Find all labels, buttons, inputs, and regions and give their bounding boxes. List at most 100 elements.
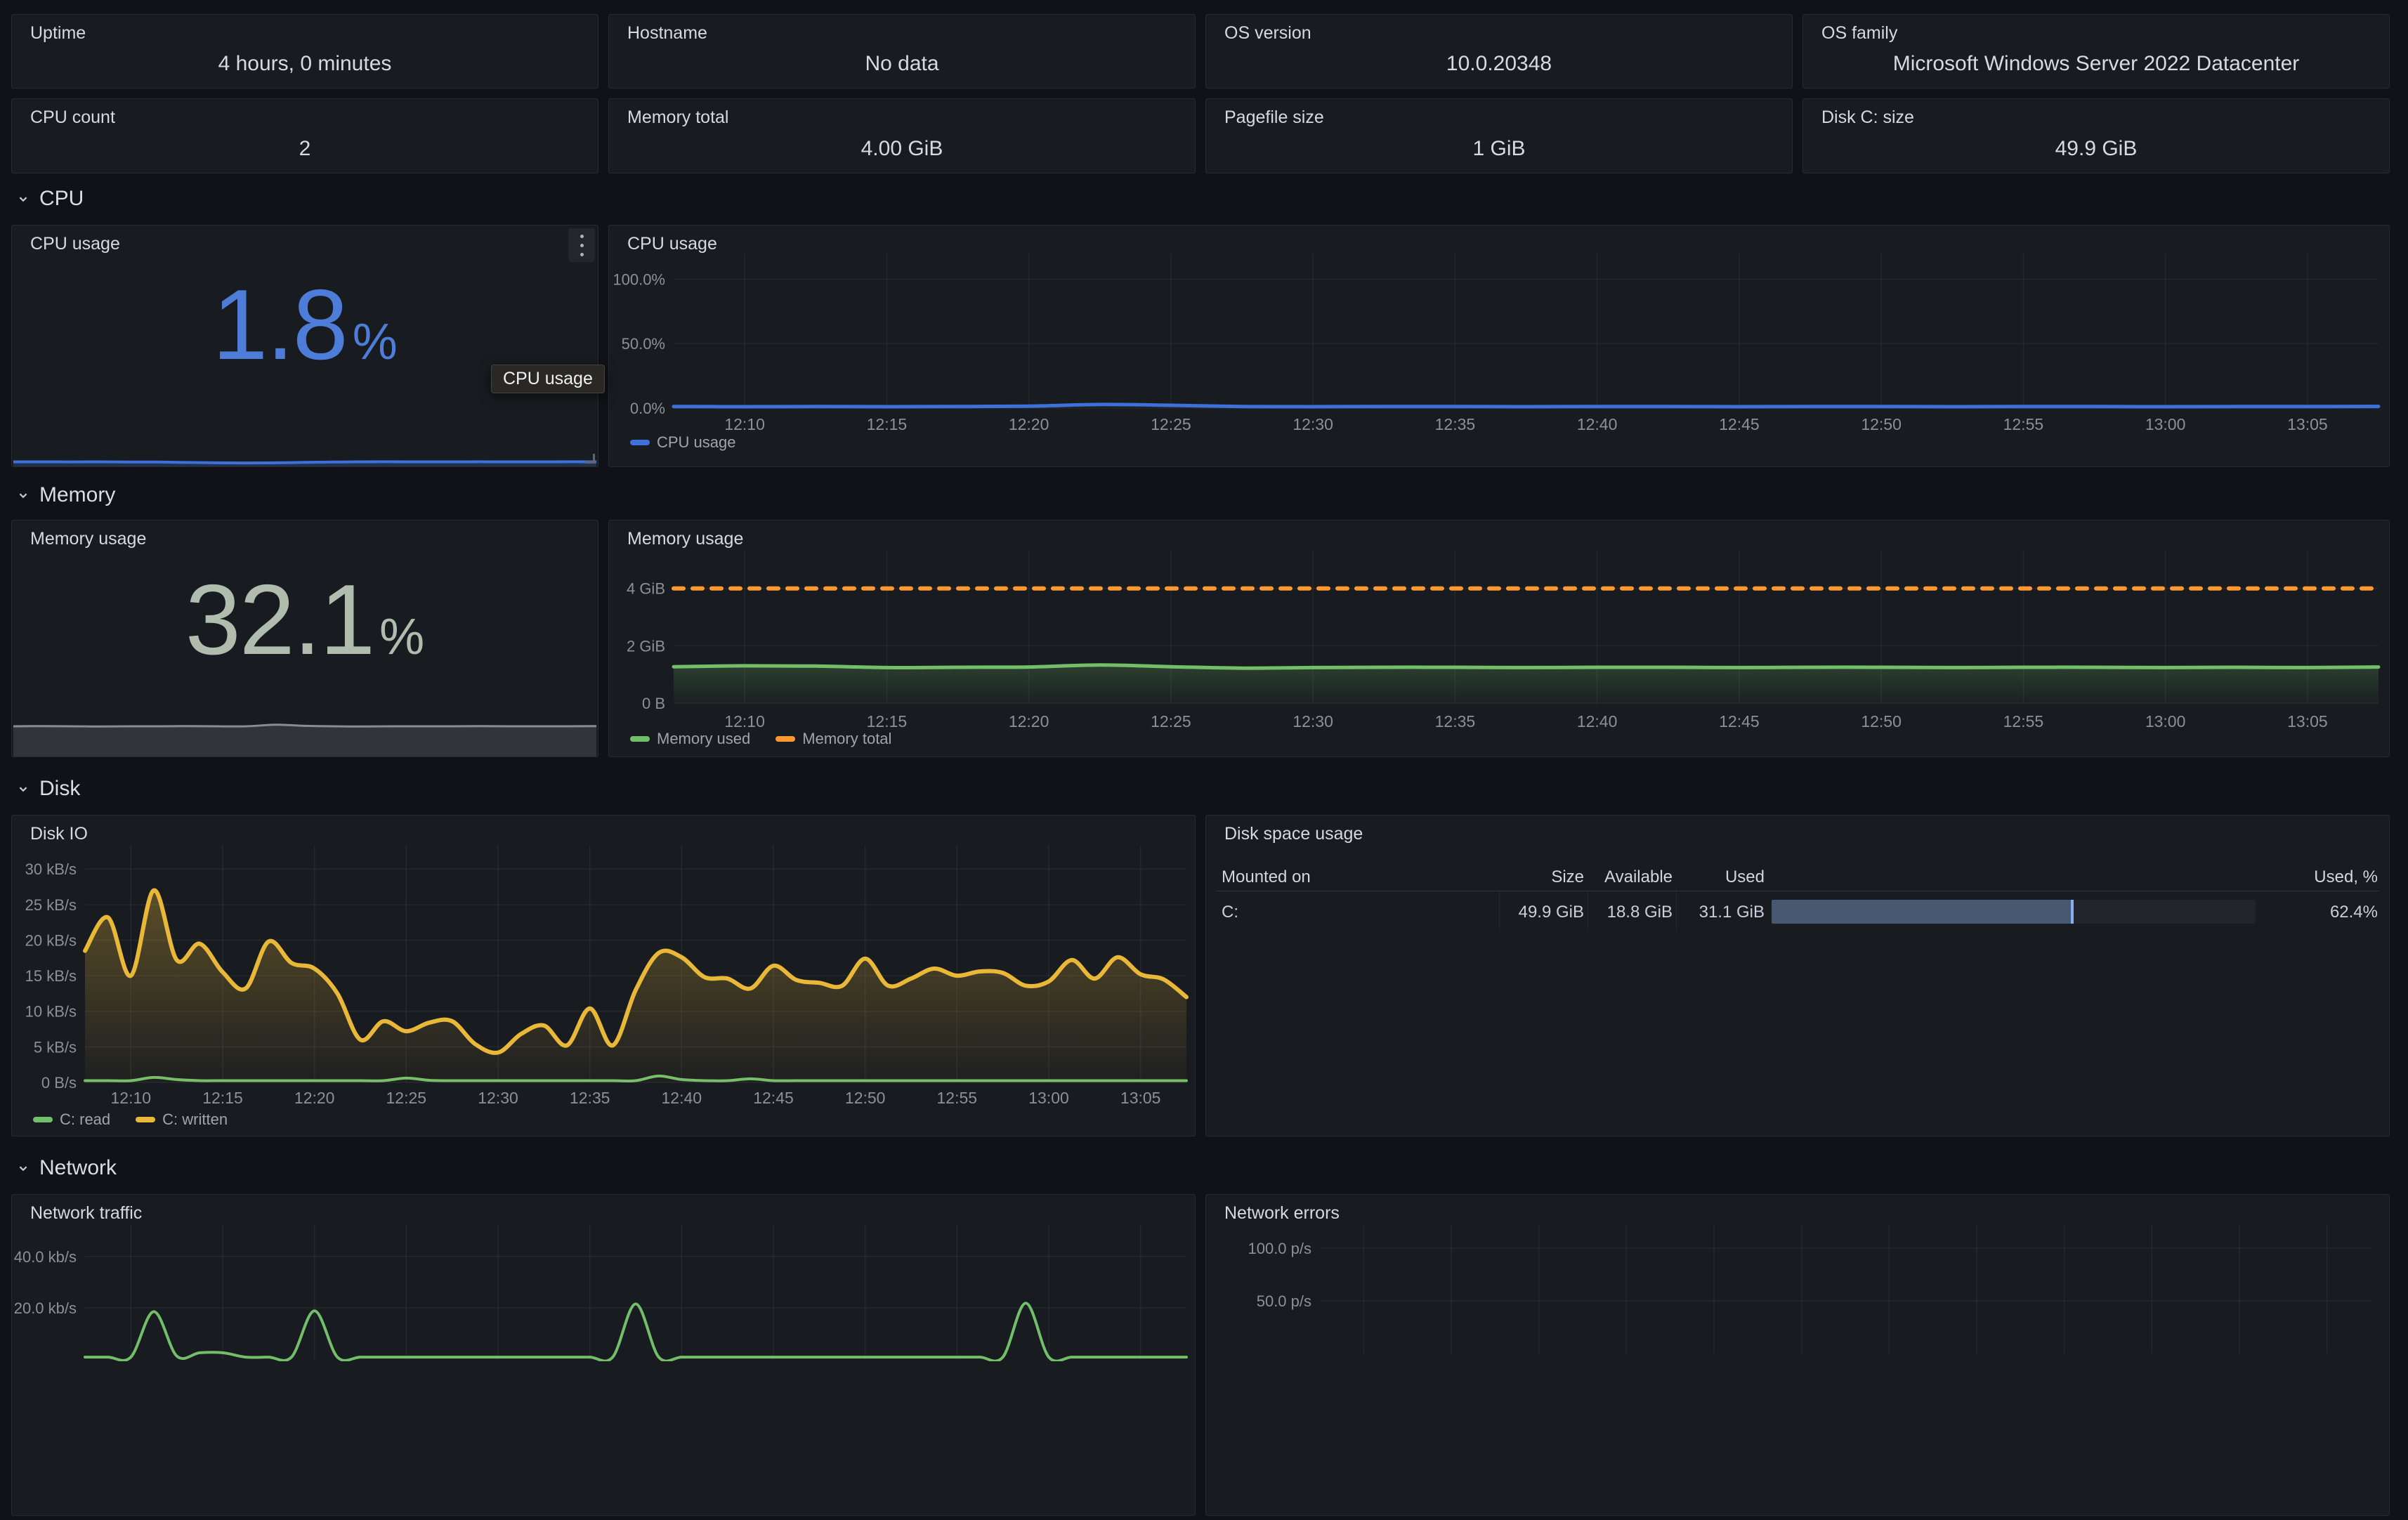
section-header-memory[interactable]: Memory <box>15 483 115 507</box>
panel-title[interactable]: Network errors <box>1224 1203 1340 1223</box>
stat-value: 4.00 GiB <box>861 136 943 160</box>
svg-text:0 B/s: 0 B/s <box>41 1074 77 1092</box>
svg-text:12:25: 12:25 <box>386 1089 427 1107</box>
section-header-cpu[interactable]: CPU <box>15 187 84 211</box>
cpu-usage-chart[interactable]: 0.0% 50.0% 100.0% 12:10 12:15 12:20 12:25 12:30… <box>609 225 2389 466</box>
panel-title[interactable]: Memory usage <box>30 529 147 549</box>
cpu-usage-stat-value: 1.8 % <box>12 268 598 454</box>
svg-text:12:30: 12:30 <box>1293 712 1333 730</box>
panel-resize-handle[interactable] <box>585 454 595 464</box>
stat-panel-disk-c-size: Disk C: size 49.9 GiB <box>1802 98 2390 173</box>
legend-item[interactable]: Memory used <box>630 730 750 748</box>
svg-text:12:15: 12:15 <box>202 1089 243 1107</box>
stat-number: 32.1 <box>185 564 375 676</box>
legend-label: Memory used <box>657 730 751 747</box>
legend-swatch <box>630 736 650 742</box>
stat-value: 49.9 GiB <box>2055 136 2138 160</box>
svg-text:12:40: 12:40 <box>1577 712 1618 730</box>
stat-panel-os-family: OS family Microsoft Windows Server 2022 D… <box>1802 14 2390 89</box>
svg-text:40.0 kb/s: 40.0 kb/s <box>14 1248 77 1266</box>
cell-available: 18.8 GiB <box>1607 903 1673 922</box>
legend-item[interactable]: C: written <box>136 1110 228 1129</box>
svg-text:12:15: 12:15 <box>867 712 908 730</box>
cell-mounted-on: C: <box>1222 903 1238 922</box>
cell-used: 31.1 GiB <box>1699 903 1765 922</box>
svg-text:12:15: 12:15 <box>867 415 908 433</box>
stat-value: 10.0.20348 <box>1446 52 1552 75</box>
legend-item[interactable]: Memory total <box>776 730 891 748</box>
stat-value: 2 <box>299 136 311 160</box>
stat-value: 1 GiB <box>1472 136 1526 160</box>
col-header-available[interactable]: Available <box>1604 867 1673 886</box>
section-header-network[interactable]: Network <box>15 1156 117 1180</box>
panel-network-traffic-chart: Network traffic 20.0 kb/s 40.0 kb/s <box>11 1194 1196 1516</box>
cell-size: 49.9 GiB <box>1518 903 1584 922</box>
svg-text:12:10: 12:10 <box>724 415 765 433</box>
memory-usage-chart[interactable]: 0 B 2 GiB 4 GiB 12:10 12:15 12:20 12:25 12:30 12… <box>609 520 2389 756</box>
chevron-down-icon <box>19 787 27 792</box>
svg-text:25 kB/s: 25 kB/s <box>25 896 77 914</box>
panel-title[interactable]: Network traffic <box>30 1203 143 1223</box>
section-title: Disk <box>39 777 81 800</box>
panel-title[interactable]: CPU count <box>30 107 115 127</box>
section-title: Network <box>39 1156 117 1179</box>
stat-value: No data <box>865 52 939 75</box>
stat-panel-os-version: OS version 10.0.20348 <box>1205 14 1793 89</box>
disk-io-chart[interactable]: 0 B/s 5 kB/s 10 kB/s 15 kB/s 20 kB/s 25 kB/s 3… <box>12 815 1195 1136</box>
panel-memory-usage-stat: Memory usage 32.1 % <box>11 520 598 757</box>
kebab-vertical-icon[interactable] <box>568 228 595 262</box>
legend-item[interactable]: C: read <box>33 1110 110 1129</box>
col-header-mounted-on[interactable]: Mounted on <box>1222 867 1311 886</box>
col-header-used[interactable]: Used <box>1725 867 1765 886</box>
svg-text:50.0%: 50.0% <box>622 335 665 353</box>
legend-swatch <box>630 440 650 445</box>
chevron-down-icon <box>19 1166 27 1172</box>
panel-title[interactable]: Disk C: size <box>1821 107 1914 127</box>
legend-label: Memory total <box>802 730 892 747</box>
svg-text:12:20: 12:20 <box>1009 415 1049 433</box>
svg-text:13:05: 13:05 <box>2287 712 2328 730</box>
chart-legend: C: read C: written <box>33 1110 228 1129</box>
stat-panel-memory-total: Memory total 4.00 GiB <box>608 98 1196 173</box>
col-header-used-pct[interactable]: Used, % <box>2314 867 2378 886</box>
network-errors-chart[interactable]: 50.0 p/s 100.0 p/s <box>1206 1195 2389 1515</box>
panel-title[interactable]: Disk IO <box>30 824 88 844</box>
used-percent-bar-gauge <box>1772 900 2256 924</box>
network-traffic-chart[interactable]: 20.0 kb/s 40.0 kb/s <box>12 1195 1195 1515</box>
panel-memory-usage-chart: Memory usage 0 B 2 GiB 4 GiB 12:10 12:15 12:2… <box>608 520 2390 757</box>
panel-cpu-usage-stat: CPU usage 1.8 % CPU usage <box>11 225 605 467</box>
svg-text:12:50: 12:50 <box>1861 415 1902 433</box>
svg-text:13:05: 13:05 <box>2287 415 2328 433</box>
chevron-down-icon <box>19 493 27 499</box>
legend-swatch <box>136 1117 156 1122</box>
memory-usage-stat-value: 32.1 % <box>12 563 598 724</box>
svg-text:12:50: 12:50 <box>1861 712 1902 730</box>
svg-text:12:45: 12:45 <box>1719 712 1760 730</box>
section-header-disk[interactable]: Disk <box>15 777 80 801</box>
stat-panel-pagefile-size: Pagefile size 1 GiB <box>1205 98 1793 173</box>
svg-text:50.0 p/s: 50.0 p/s <box>1257 1292 1311 1310</box>
column-separator <box>1499 891 1500 931</box>
legend-label: CPU usage <box>657 433 736 451</box>
svg-text:12:50: 12:50 <box>845 1089 886 1107</box>
panel-title[interactable]: Memory usage <box>627 529 744 549</box>
panel-title[interactable]: Hostname <box>627 23 707 43</box>
stat-panel-cpu-count: CPU count 2 <box>11 98 598 173</box>
panel-title[interactable]: Disk space usage <box>1224 824 1363 844</box>
panel-title[interactable]: Uptime <box>30 23 86 43</box>
chevron-down-icon <box>19 197 27 202</box>
panel-title[interactable]: Memory total <box>627 107 729 127</box>
panel-title[interactable]: OS version <box>1224 23 1311 43</box>
panel-title[interactable]: CPU usage <box>30 234 120 254</box>
col-header-size[interactable]: Size <box>1551 867 1584 886</box>
svg-text:12:20: 12:20 <box>1009 712 1049 730</box>
legend-item[interactable]: CPU usage <box>630 433 736 452</box>
svg-text:12:25: 12:25 <box>1151 415 1191 433</box>
panel-title[interactable]: CPU usage <box>627 234 717 254</box>
svg-text:12:55: 12:55 <box>2003 415 2044 433</box>
panel-title[interactable]: Pagefile size <box>1224 107 1324 127</box>
panel-title[interactable]: OS family <box>1821 23 1898 43</box>
svg-text:13:00: 13:00 <box>1028 1089 1069 1107</box>
svg-text:5 kB/s: 5 kB/s <box>34 1038 77 1056</box>
svg-text:10 kB/s: 10 kB/s <box>25 1003 77 1021</box>
